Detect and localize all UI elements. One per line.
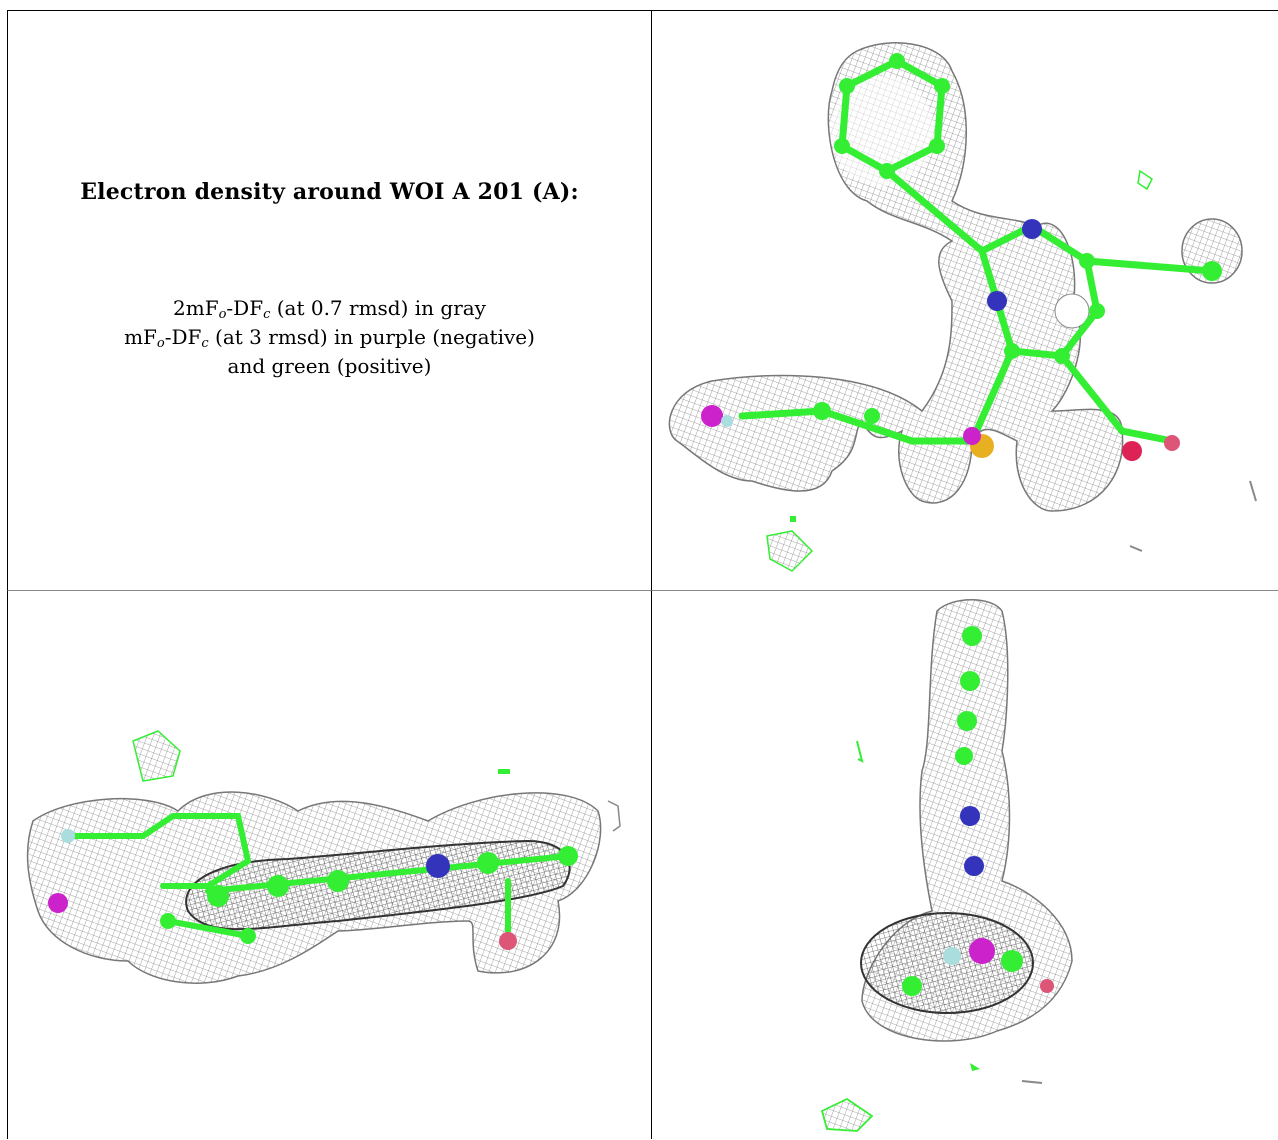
difference-density-top [766, 169, 1257, 572]
caption-line-1: 2mFo-DFc (at 0.7 rmsd) in gray [173, 296, 486, 322]
figure-title: Electron density around WOI A 201 (A): [80, 179, 579, 205]
difference-density-side [132, 730, 621, 832]
molecule-render-top [668, 42, 1257, 572]
molecule-render-end [820, 599, 1073, 1132]
molecule-render-side [26, 730, 621, 984]
molecule-view-top [652, 10, 1278, 590]
difference-density-end [820, 740, 1043, 1132]
molecule-view-end [652, 590, 1278, 1139]
atoms-end [902, 626, 1054, 996]
caption-line-2: mFo-DFc (at 3 rmsd) in purple (negative) [124, 325, 535, 351]
atoms-top [701, 53, 1222, 461]
atoms-side [48, 829, 578, 950]
figure-caption: 2mFo-DFc (at 0.7 rmsd) in gray mFo-DFc (… [8, 294, 651, 381]
density-mesh-side [26, 791, 602, 984]
molecule-view-side [7, 590, 652, 1139]
caption-cell: Electron density around WOI A 201 (A): 2… [7, 10, 652, 590]
caption-line-3: and green (positive) [227, 354, 432, 378]
